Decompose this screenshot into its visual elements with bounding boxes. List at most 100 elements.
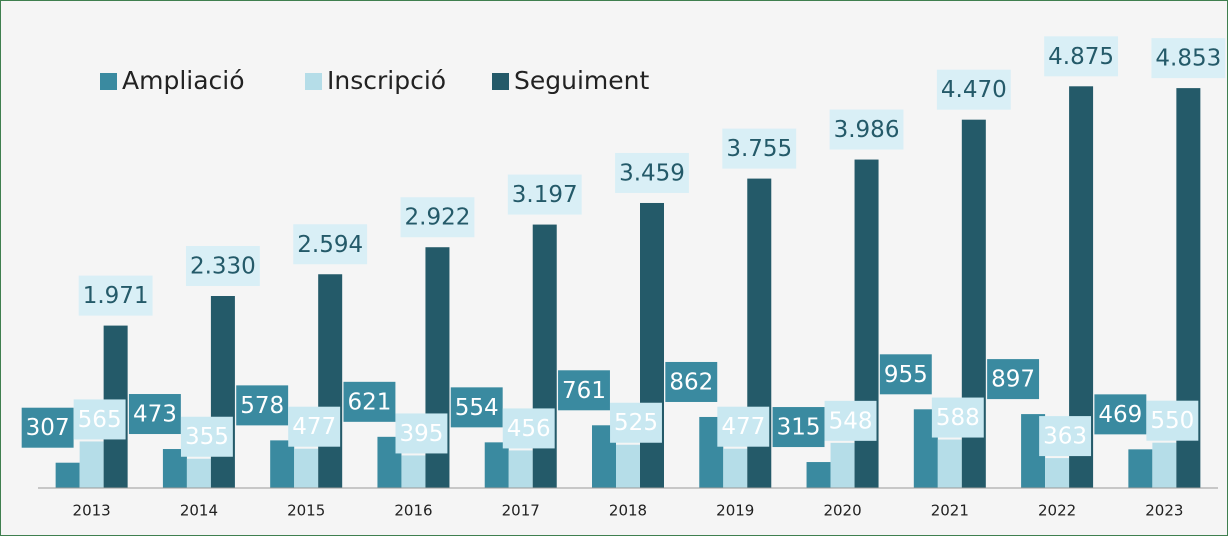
data-label-box [717,406,770,447]
x-tick-label: 2020 [823,502,861,520]
data-label-box [1039,416,1092,457]
data-label: 477 [721,414,765,440]
data-label-box [21,407,74,448]
bar [806,462,831,488]
data-label-box [507,174,582,215]
data-label-box [293,224,368,265]
data-label-box [400,197,475,238]
data-label: 862 [669,369,713,395]
data-label: 4.470 [941,77,1007,103]
data-label: 315 [777,415,821,441]
data-label: 469 [1098,402,1142,428]
data-label-box [1094,394,1147,435]
legend-swatch [492,73,509,90]
x-tick-label: 2023 [1145,502,1183,520]
x-tick-label: 2015 [287,502,325,520]
data-label: 578 [240,393,284,419]
bar [1128,449,1153,488]
bar [401,455,426,488]
bar [616,444,640,488]
data-label: 565 [78,407,122,433]
data-label: 355 [185,424,229,450]
data-label-box [343,381,396,422]
data-label-box [829,109,904,150]
bar [937,439,962,488]
data-label: 2.330 [190,254,256,280]
data-label-box [185,246,260,287]
bar [830,442,855,488]
data-label-box [772,407,825,448]
data-label-box [936,69,1011,110]
data-label: 456 [507,416,551,442]
data-label: 548 [829,408,873,434]
data-label: 307 [26,415,70,441]
bar [318,274,343,488]
x-tick-label: 2019 [716,502,754,520]
data-label: 897 [991,367,1035,393]
bar [484,442,509,488]
data-label: 550 [1150,408,1194,434]
bar [294,448,319,488]
data-label: 621 [348,389,392,415]
bar [1045,458,1070,488]
data-label: 363 [1043,424,1087,450]
bar [532,224,557,488]
bar [210,296,235,488]
data-label-box [180,416,233,457]
data-label: 955 [884,362,928,388]
data-label: 3.755 [726,136,792,162]
x-tick-label: 2017 [502,502,540,520]
bar [55,462,80,488]
legend-label: Inscripció [327,66,446,95]
data-label-box [288,406,341,447]
data-label-box [610,402,662,443]
data-label-box [502,408,555,449]
x-tick-label: 2022 [1038,502,1076,520]
data-label: 3.459 [619,160,685,186]
x-tick-label: 2016 [394,502,432,520]
x-tick-label: 2013 [73,502,111,520]
data-label: 3.197 [512,182,578,208]
bar [1152,442,1177,488]
x-tick-label: 2014 [180,502,218,520]
data-label: 3.986 [834,117,900,143]
x-tick-label: 2018 [609,502,647,520]
data-label: 1.971 [83,283,149,309]
data-label-box [78,275,153,316]
data-label: 473 [133,402,177,428]
data-label: 395 [400,421,444,447]
data-label-box [1044,36,1119,77]
bar [508,450,533,488]
bar [186,458,211,488]
bar [640,202,664,488]
data-label-box [615,152,689,193]
legend-swatch [100,73,117,90]
data-label-box [128,394,181,435]
x-tick-label: 2021 [931,502,969,520]
data-label: 4.853 [1155,46,1221,72]
data-label-box [1146,400,1199,441]
bar [1021,414,1046,488]
data-label: 2.594 [297,232,363,258]
data-label: 477 [292,414,336,440]
data-label-box [879,354,932,395]
bar [723,448,748,488]
legend-swatch [305,73,322,90]
data-label-box [1151,38,1226,79]
data-label-box [824,400,877,441]
data-label-box [236,385,289,426]
data-label-box [395,413,448,454]
data-label-box [987,359,1040,400]
data-label-box [722,128,797,169]
legend-label: Ampliació [122,66,245,95]
data-label-box [931,397,984,438]
data-label: 2.922 [405,205,471,231]
data-label: 761 [562,378,606,404]
data-label-box [73,399,126,440]
data-label: 554 [455,395,499,421]
bar [79,441,104,488]
data-label: 588 [936,405,980,431]
bar [270,440,295,488]
legend-label: Seguiment [514,66,649,95]
